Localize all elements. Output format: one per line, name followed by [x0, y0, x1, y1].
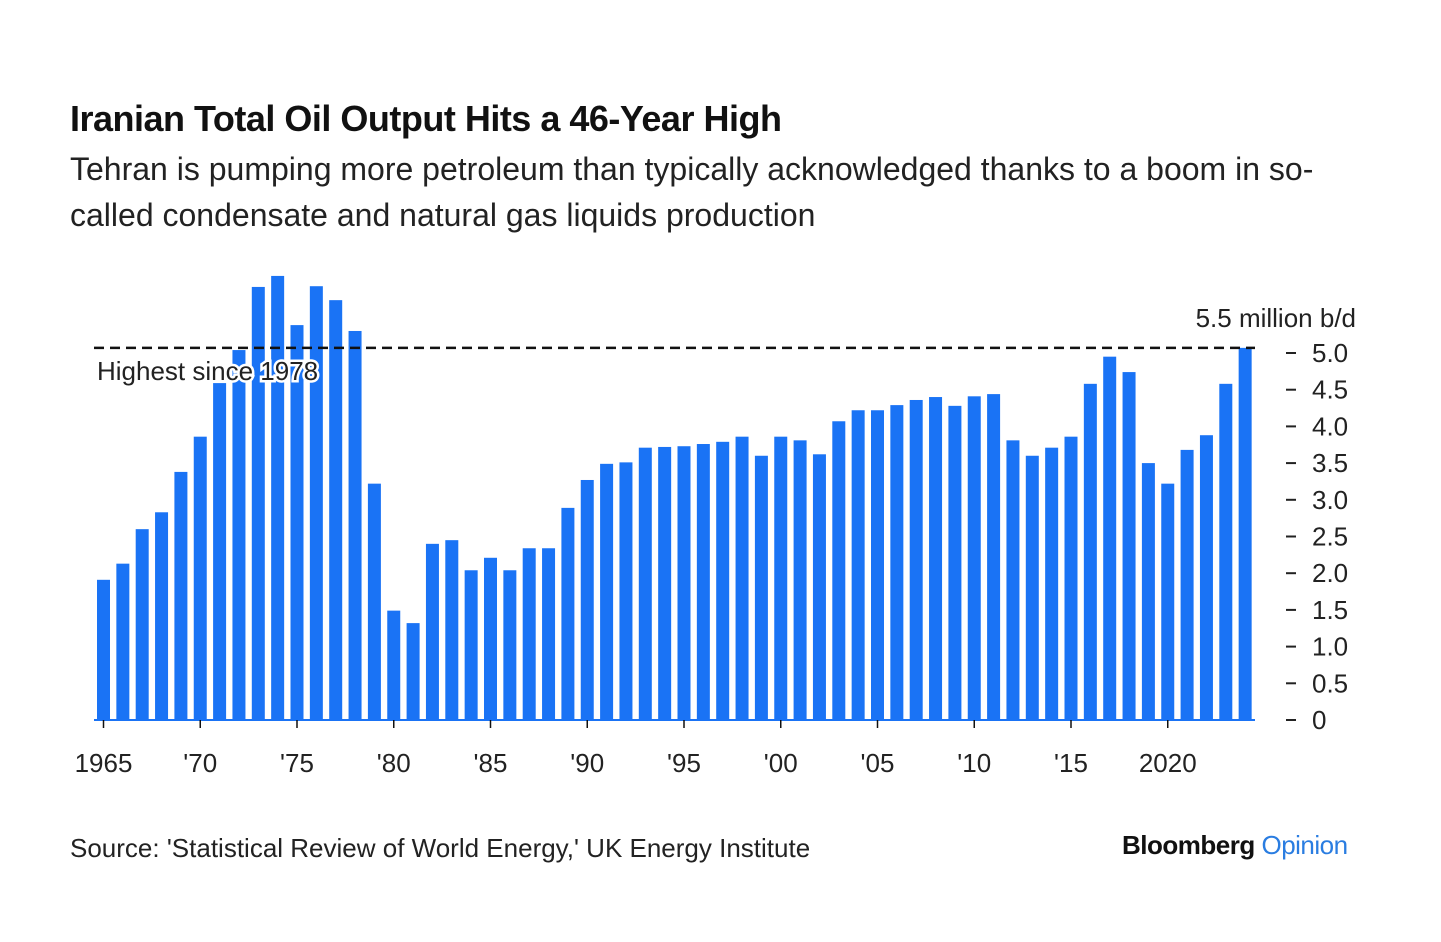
bar-1990 [580, 479, 594, 720]
bar-1993 [638, 447, 652, 720]
bar-1995 [677, 446, 691, 720]
x-tick-label: '90 [570, 748, 604, 778]
bar-2018 [1122, 372, 1136, 720]
bar-2006 [890, 405, 904, 720]
bar-1981 [406, 623, 420, 720]
reference-line-label: Highest since 1978 [97, 356, 318, 386]
bar-2010 [967, 396, 981, 720]
bar-1975 [290, 325, 304, 720]
bar-1967 [135, 529, 149, 720]
bar-2007 [909, 399, 923, 720]
bar-1992 [619, 462, 633, 720]
y-axis-unit-label: 5.5 million b/d [1196, 303, 1356, 333]
bar-1974 [271, 275, 285, 720]
x-tick-label: 1965 [75, 748, 133, 778]
bar-1994 [658, 446, 672, 720]
bar-1965 [97, 579, 110, 720]
bar-1996 [696, 444, 710, 720]
bar-1982 [425, 543, 439, 720]
y-tick-label: 0 [1312, 705, 1326, 735]
bar-1984 [464, 570, 478, 720]
bar-2022 [1199, 435, 1213, 720]
bar-1985 [484, 557, 497, 720]
bar-2021 [1180, 449, 1194, 720]
bar-1978 [348, 330, 362, 720]
x-tick-label: '85 [474, 748, 508, 778]
bar-1998 [735, 436, 749, 720]
bar-1997 [716, 441, 730, 720]
bar-2020 [1161, 483, 1175, 720]
y-tick-label: 5.0 [1312, 338, 1348, 368]
bar-1976 [309, 286, 323, 720]
bar-2017 [1103, 356, 1117, 720]
bar-1969 [174, 471, 188, 720]
bar-1988 [542, 548, 556, 720]
bar-1968 [155, 512, 169, 720]
bar-2009 [948, 405, 962, 720]
source-note: Source: 'Statistical Review of World Ene… [70, 833, 811, 863]
chart-title: Iranian Total Oil Output Hits a 46-Year … [70, 98, 782, 139]
logo-section: Opinion [1261, 830, 1348, 860]
y-tick-label: 4.0 [1312, 411, 1348, 441]
bar-1983 [445, 540, 459, 720]
y-tick-label: 2.5 [1312, 522, 1348, 552]
bar-2019 [1141, 463, 1155, 720]
bar-1966 [116, 563, 130, 720]
x-tick-label: '00 [764, 748, 798, 778]
bar-1999 [754, 455, 768, 720]
logo-brand: Bloomberg [1122, 830, 1255, 860]
bar-2015 [1064, 436, 1078, 720]
bar-1972 [232, 350, 246, 720]
bar-1989 [561, 507, 575, 720]
bar-2000 [774, 436, 788, 720]
bar-2008 [929, 397, 943, 720]
bar-1986 [503, 570, 517, 720]
bar-2013 [1025, 455, 1039, 720]
bar-1977 [329, 300, 343, 720]
bar-1987 [522, 548, 536, 720]
y-tick-label: 2.0 [1312, 558, 1348, 588]
x-tick-label: '05 [861, 748, 895, 778]
x-tick-label: '75 [280, 748, 314, 778]
chart-subtitle: Tehran is pumping more petroleum than ty… [70, 151, 1314, 233]
y-tick-label: 1.0 [1312, 632, 1348, 662]
y-tick-label: 3.0 [1312, 485, 1348, 515]
x-tick-label: '80 [377, 748, 411, 778]
bar-2004 [851, 410, 865, 720]
bar-2023 [1219, 383, 1233, 720]
y-tick-label: 4.5 [1312, 375, 1348, 405]
bar-2012 [1006, 440, 1020, 720]
y-tick-label: 3.5 [1312, 448, 1348, 478]
x-tick-label: '15 [1054, 748, 1088, 778]
bar-1971 [213, 383, 227, 720]
bar-2016 [1083, 383, 1097, 720]
bar-1980 [387, 610, 401, 720]
x-tick-label: '70 [183, 748, 217, 778]
x-tick-label: '95 [667, 748, 701, 778]
bar-1991 [600, 463, 614, 720]
bar-2014 [1045, 447, 1059, 720]
bar-2001 [793, 440, 807, 720]
y-tick-label: 0.5 [1312, 668, 1348, 698]
x-tick-label: 2020 [1139, 748, 1197, 778]
bar-1970 [193, 436, 207, 720]
x-tick-label: '10 [957, 748, 991, 778]
y-tick-label: 1.5 [1312, 595, 1348, 625]
bar-1979 [367, 483, 381, 720]
bar-2005 [871, 410, 884, 720]
bar-2011 [987, 394, 1001, 720]
bar-2024 [1238, 347, 1252, 720]
bar-1973 [251, 286, 265, 720]
bar-2002 [812, 454, 826, 720]
bloomberg-opinion-logo: Bloomberg Opinion [1122, 830, 1348, 861]
bar-2003 [832, 421, 846, 720]
